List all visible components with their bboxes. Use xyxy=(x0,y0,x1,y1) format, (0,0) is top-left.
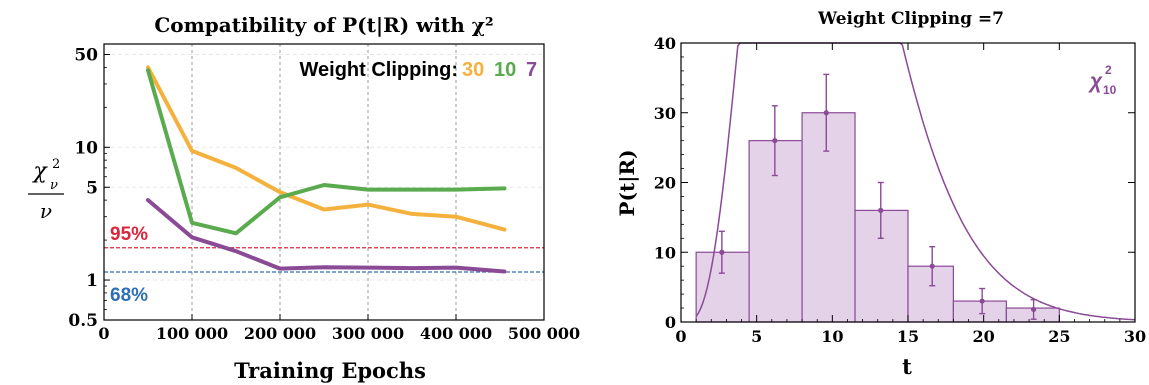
right-chart: Weight Clipping =7 0 5 10 15 20 25 30 0 10 20 30 40… xyxy=(615,9,1146,379)
x-tick-label: 200 000 xyxy=(244,324,316,343)
legend-item-7: 7 xyxy=(526,59,537,81)
x-tick-label: 25 xyxy=(1048,327,1070,346)
x-tick-label: 30 xyxy=(1124,327,1146,346)
series-line-7 xyxy=(146,198,507,274)
svg-text:2: 2 xyxy=(52,157,60,172)
x-tick-label: 15 xyxy=(897,327,919,346)
left-legend: Weight Clipping: 30 10 7 xyxy=(300,59,538,81)
y-tick-label: 50 xyxy=(74,46,98,66)
chi2-curve-label-sup: 2 xyxy=(1105,63,1112,77)
data-point xyxy=(878,207,884,213)
chi2-curve-label-sub: 10 xyxy=(1103,83,1117,97)
data-point xyxy=(929,263,935,269)
x-tick-label: 300 000 xyxy=(332,324,404,343)
x-tick-label: 100 000 xyxy=(156,324,228,343)
y-tick-label: 10 xyxy=(654,243,676,262)
y-tick-label: 40 xyxy=(654,34,676,53)
data-point xyxy=(823,110,829,116)
left-y-axis-label: χ 2 ν ν xyxy=(28,157,64,223)
left-ticks: 0 100 000 200 000 300 000 400 000 500 000 0.5 1… xyxy=(68,46,580,343)
svg-text:ν: ν xyxy=(50,178,58,193)
y-tick-label: 0.5 xyxy=(68,311,98,331)
left-x-axis-label: Training Epochs xyxy=(234,358,426,383)
histogram-bar xyxy=(801,112,856,323)
left-chart-title: Compatibility of P(t|R) with χ² xyxy=(154,13,493,37)
right-chart-title: Weight Clipping =7 xyxy=(817,9,1004,29)
y-tick-label: 0 xyxy=(665,313,676,332)
y-tick-label: 5 xyxy=(86,178,98,198)
right-error-points xyxy=(718,73,1037,320)
chi2-curve-label: χ xyxy=(1088,70,1103,93)
x-tick-label: 5 xyxy=(751,327,762,346)
x-tick-label: 10 xyxy=(821,327,843,346)
data-point xyxy=(1031,306,1037,313)
data-point xyxy=(979,298,985,304)
histogram-bar xyxy=(854,209,909,323)
left-reference-lines: 95% 68% xyxy=(104,224,544,306)
data-point xyxy=(772,138,778,144)
legend-title: Weight Clipping: xyxy=(300,59,459,81)
y-tick-label: 1 xyxy=(86,271,98,291)
x-tick-label: 0 xyxy=(675,327,686,346)
histogram-bar xyxy=(952,300,1007,323)
right-y-axis-label: P(t|R) xyxy=(615,149,639,216)
y-tick-label: 30 xyxy=(654,104,676,123)
left-series-lines xyxy=(146,65,507,274)
right-x-axis-label: t xyxy=(902,354,912,379)
right-histogram-bars xyxy=(695,112,1060,323)
histogram-bar xyxy=(695,251,750,323)
left-chart: Compatibility of P(t|R) with χ² 95% 68% 0… xyxy=(28,13,580,383)
reference-line-label: 68% xyxy=(110,285,148,306)
data-point xyxy=(719,249,725,255)
series-line-30 xyxy=(146,65,507,232)
histogram-bar xyxy=(748,140,803,323)
left-plot-frame xyxy=(103,43,545,321)
legend-item-30: 30 xyxy=(462,59,484,81)
svg-text:χ: χ xyxy=(31,159,48,184)
x-tick-label: 500 000 xyxy=(508,324,580,343)
x-tick-label: 400 000 xyxy=(420,324,492,343)
reference-line-label: 95% xyxy=(110,224,148,245)
right-ticks: 0 5 10 15 20 25 30 0 10 20 30 40 xyxy=(654,34,1146,346)
svg-text:ν: ν xyxy=(40,199,52,223)
y-tick-label: 20 xyxy=(654,174,676,193)
x-tick-label: 0 xyxy=(98,324,109,343)
legend-item-10: 10 xyxy=(494,59,516,81)
left-grid xyxy=(104,44,544,320)
series-line-10 xyxy=(146,68,507,236)
y-tick-label: 10 xyxy=(74,138,98,158)
histogram-bar xyxy=(907,265,955,323)
x-tick-label: 20 xyxy=(973,327,995,346)
